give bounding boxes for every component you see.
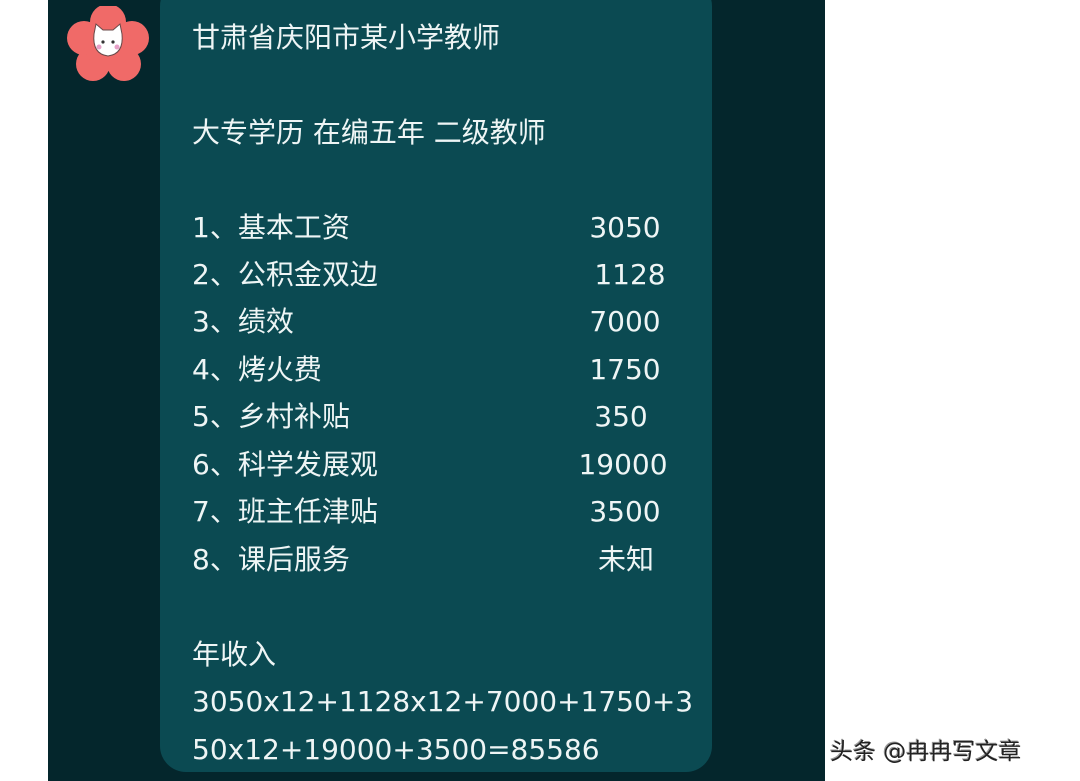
message-title: 甘肃省庆阳市某小学教师: [192, 21, 501, 54]
avatar[interactable]: [66, 4, 150, 82]
item-value: 3500: [589, 495, 661, 528]
message-subtitle: 大专学历 在编五年 二级教师: [192, 116, 546, 149]
item-label: 3、绩效: [192, 305, 294, 338]
item-value: 3050: [589, 211, 661, 244]
item-value: 1128: [594, 258, 666, 291]
item-label: 5、乡村补贴: [192, 400, 350, 433]
cat-flower-avatar-icon: [67, 4, 149, 81]
message-bubble: [160, 0, 712, 772]
item-label: 6、科学发展观: [192, 448, 378, 481]
item-label: 1、基本工资: [192, 211, 350, 244]
formula-line: 3050x12+1128x12+7000+1750+3: [192, 685, 694, 718]
item-value: 350: [594, 400, 648, 433]
item-label: 2、公积金双边: [192, 258, 378, 291]
item-label: 8、课后服务: [192, 543, 350, 576]
watermark: 头条 @冉冉写文章: [830, 739, 1022, 765]
item-label: 4、烤火费: [192, 353, 322, 386]
formula-line: 50x12+19000+3500=85586: [192, 733, 600, 766]
item-value: 未知: [597, 543, 654, 576]
item-value: 1750: [589, 353, 661, 386]
item-value: 7000: [589, 305, 661, 338]
item-value: 19000: [578, 448, 668, 481]
annual-label: 年收入: [192, 638, 277, 671]
item-label: 7、班主任津贴: [192, 495, 378, 528]
